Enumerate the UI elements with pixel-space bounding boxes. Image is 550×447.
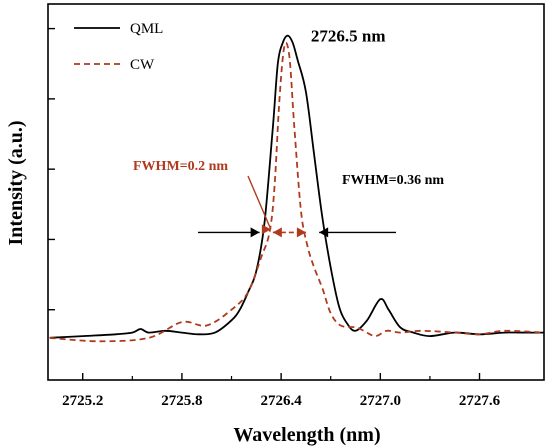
legend-label-cw: CW [130, 57, 155, 73]
y-axis-label: Intensity (a.u.) [5, 120, 27, 245]
x-tick-label-3: 2727.0 [360, 393, 401, 409]
x-tick-label-4: 2727.6 [459, 393, 501, 409]
annotation-layer: 2726.5 nm FWHM=0.2 nm FWHM=0.36 nm [133, 27, 444, 238]
fwhm-cw-arrow-left [272, 227, 282, 238]
fwhm-qml-arrow-right [319, 227, 329, 238]
series-line-cw [49, 41, 545, 343]
peak-label: 2726.5 nm [311, 27, 386, 46]
x-tick-label-2: 2726.4 [260, 393, 302, 409]
fwhm-cw-arrow-right [296, 227, 306, 238]
x-axis-label: Wavelength (nm) [233, 424, 380, 446]
fwhm-qml-label: FWHM=0.36 nm [342, 173, 444, 188]
fwhm-qml-arrow-left [250, 227, 260, 238]
x-tick-label-1: 2725.8 [161, 393, 202, 409]
legend-label-qml: QML [130, 21, 163, 37]
legend: QML CW [74, 21, 163, 73]
fwhm-cw-leader [247, 175, 272, 230]
series-layer [49, 34, 545, 343]
x-tick-label-0: 2725.2 [62, 393, 103, 409]
plot-area: 2725.2 2725.8 2726.4 2727.0 2727.6 [47, 3, 545, 409]
plot-frame [47, 3, 545, 381]
series-line-qml [49, 34, 544, 339]
fwhm-cw-leader-head [261, 224, 271, 235]
fwhm-cw-label: FWHM=0.2 nm [133, 159, 228, 174]
